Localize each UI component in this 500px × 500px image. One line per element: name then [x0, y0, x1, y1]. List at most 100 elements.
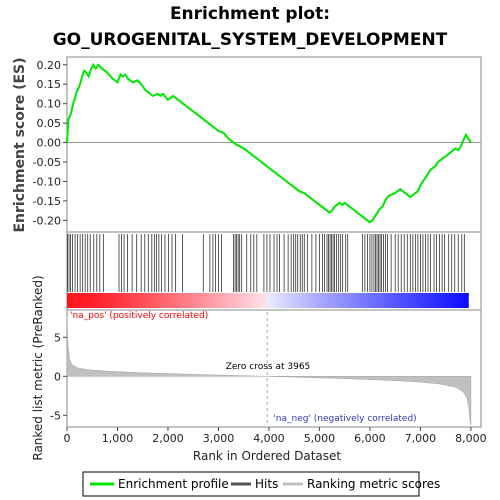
- ranked-bar-segment: [209, 293, 213, 308]
- ranked-bar-segment: [144, 293, 148, 308]
- ranked-bar-segment: [232, 293, 236, 308]
- ranked-bar-segment: [152, 293, 156, 308]
- ranked-bar-segment: [335, 293, 339, 308]
- x-tick-label: 0: [64, 432, 71, 445]
- ranked-bar-segment: [418, 293, 422, 308]
- ranked-bar-segment: [302, 293, 306, 308]
- hits-panel: [66, 231, 482, 311]
- ranked-bar-segment: [380, 293, 384, 308]
- neg-label: 'na_neg' (negatively correlated): [273, 414, 416, 424]
- ranked-bar-segment: [270, 293, 274, 308]
- ranked-bar-segment: [182, 293, 186, 308]
- ranked-bar-segment: [450, 293, 454, 308]
- ranked-bar-segment: [212, 293, 216, 308]
- ranked-bar-segment: [360, 293, 364, 308]
- es-y-tick-label: -0.05: [33, 156, 61, 169]
- ranked-bar-segment: [310, 293, 314, 308]
- ranked-bar-segment: [99, 293, 103, 308]
- x-tick-label: 1,000: [102, 432, 134, 445]
- ranked-bar-segment: [443, 293, 447, 308]
- ranking-metric-area: [66, 317, 472, 426]
- ranked-bar-segment: [179, 293, 183, 308]
- ranked-bar-segment: [92, 293, 95, 308]
- ranked-bar-segment: [327, 293, 331, 308]
- ranked-bar-segment: [277, 293, 281, 308]
- legend: Enrichment profile Hits Ranking metric s…: [82, 471, 440, 497]
- ranked-bar-segment: [112, 293, 116, 308]
- ranked-bar-segment: [204, 293, 208, 308]
- ranked-bar-segment: [107, 293, 111, 308]
- ranked-bar-segment: [325, 293, 329, 308]
- ranked-bar-segment: [167, 293, 171, 308]
- es-panel-frame: [66, 56, 482, 233]
- ranked-bar-segment: [164, 293, 168, 308]
- hit-markers: [67, 234, 465, 292]
- legend-box: [82, 471, 420, 497]
- ranked-bar-segment: [129, 293, 133, 308]
- ranked-bar-segment: [347, 293, 351, 308]
- ranked-bar-segment: [342, 293, 346, 308]
- ranked-bar-segment: [114, 293, 118, 308]
- ranked-bar-segment: [172, 293, 176, 308]
- legend-hits-label: Hits: [255, 477, 278, 491]
- ranked-bar-segment: [94, 293, 98, 308]
- ranked-bar-segment: [104, 293, 108, 308]
- ranked-bar-segment: [124, 293, 128, 308]
- ranked-bar-segment: [262, 293, 266, 308]
- ranked-bar-segment: [307, 293, 311, 308]
- ranked-bar-segment: [410, 293, 414, 308]
- x-tick-label: 4,000: [253, 432, 285, 445]
- ranked-bar-segment: [67, 293, 70, 308]
- x-axis-label: Rank in Ordered Dataset: [193, 449, 341, 463]
- es-y-tick-label: -0.15: [33, 195, 61, 208]
- ranked-bar-segment: [97, 293, 101, 308]
- ranked-bar-segment: [423, 293, 427, 308]
- ranked-bar-segment: [139, 293, 143, 308]
- ranked-bar-segment: [350, 293, 354, 308]
- ranked-bar-segment: [225, 293, 228, 308]
- ranked-bar-segment: [215, 293, 218, 308]
- es-y-tick-label: 0.05: [37, 117, 62, 130]
- ranked-bar-segment: [177, 293, 181, 308]
- ranked-bar-segment: [383, 293, 386, 308]
- ranked-bar-segment: [227, 293, 231, 308]
- ranked-bar-segment: [317, 293, 321, 308]
- ranked-bar-segment: [352, 293, 356, 308]
- ranked-bar-segment: [199, 293, 203, 308]
- es-y-axis: 0.20 0.15 0.10 0.05 0.00 -0.05 -0.10 -0.15 -0.20: [33, 59, 67, 227]
- ranked-bar-segment: [290, 293, 294, 308]
- es-y-label: Enrichment score (ES): [12, 57, 28, 232]
- ranked-bar-segment: [357, 293, 361, 308]
- ranked-bar-segment: [217, 293, 221, 308]
- ranked-bar-segment: [240, 293, 244, 308]
- ranked-bar-segment: [247, 293, 251, 308]
- ranked-y-axis: 5 0 -5: [50, 331, 67, 422]
- ranked-bar-segment: [435, 293, 439, 308]
- x-tick-label: 3,000: [203, 432, 235, 445]
- ranked-bar-segment: [122, 293, 126, 308]
- ranked-bar-segment: [187, 293, 191, 308]
- x-axis: 0 1,000 2,000 3,000 4,000 5,000 6,000 7,000 8,00…: [64, 427, 487, 445]
- ranked-bar-segment: [322, 293, 326, 308]
- x-tick-label: 2,000: [152, 432, 184, 445]
- ranked-bar-segment: [74, 293, 78, 308]
- ranked-bar-segment: [154, 293, 158, 308]
- ranked-bar-segment: [300, 293, 304, 308]
- ranked-bar-segment: [395, 293, 399, 308]
- ranked-bar-segment: [425, 293, 429, 308]
- ranked-bar-segment: [375, 293, 379, 308]
- ranked-bar-segment: [465, 293, 469, 308]
- ranked-bar-segment: [169, 293, 173, 308]
- ranked-panel-frame: [66, 309, 482, 428]
- ranked-bar-segment: [280, 293, 284, 308]
- ranked-bar-segment: [149, 293, 153, 308]
- ranked-bar-segment: [463, 293, 467, 308]
- ranked-bar-segment: [267, 293, 271, 308]
- ranked-bar-segment: [109, 293, 113, 308]
- ranked-bar-segment: [405, 293, 409, 308]
- ranked-bar-segment: [237, 293, 241, 308]
- ranked-color-bar: [67, 293, 469, 308]
- legend-enrichment-label: Enrichment profile: [118, 477, 229, 491]
- ranked-bar-segment: [245, 293, 249, 308]
